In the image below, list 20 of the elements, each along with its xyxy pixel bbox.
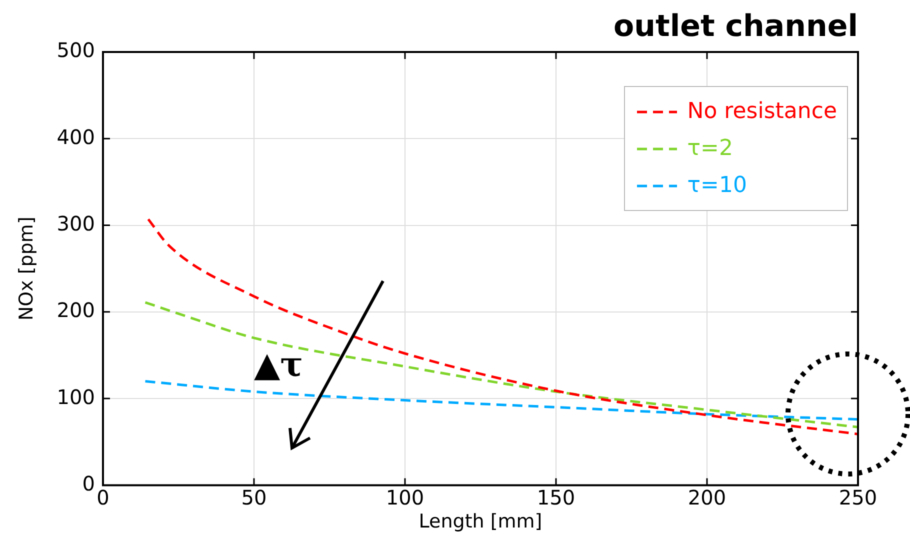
line-series: [144, 301, 858, 428]
x-tick-label: 200: [688, 485, 726, 510]
y-tick-label: 400: [56, 124, 95, 149]
x-tick-label: 100: [386, 485, 424, 510]
y-tick-label: 300: [56, 211, 95, 236]
line-series: [147, 218, 858, 436]
x-tick-label: 250: [838, 485, 878, 510]
annotation: ▲τ: [254, 345, 304, 385]
y-tick-label: 200: [56, 298, 95, 322]
legend-label: τ=2: [687, 136, 733, 161]
x-tick-label: 150: [536, 485, 576, 510]
y-tick-label: 100: [56, 384, 95, 409]
chart-title: outlet channel: [614, 8, 858, 44]
x-tick-label: 50: [241, 485, 267, 510]
legend-label: τ=10: [687, 173, 747, 198]
y-tick-label: 500: [56, 38, 95, 62]
x-axis-title: Length [mm]: [418, 510, 542, 533]
legend-label: No resistance: [687, 99, 837, 124]
line-series: [144, 380, 858, 421]
y-axis-title: NOx [ppm]: [15, 216, 38, 321]
